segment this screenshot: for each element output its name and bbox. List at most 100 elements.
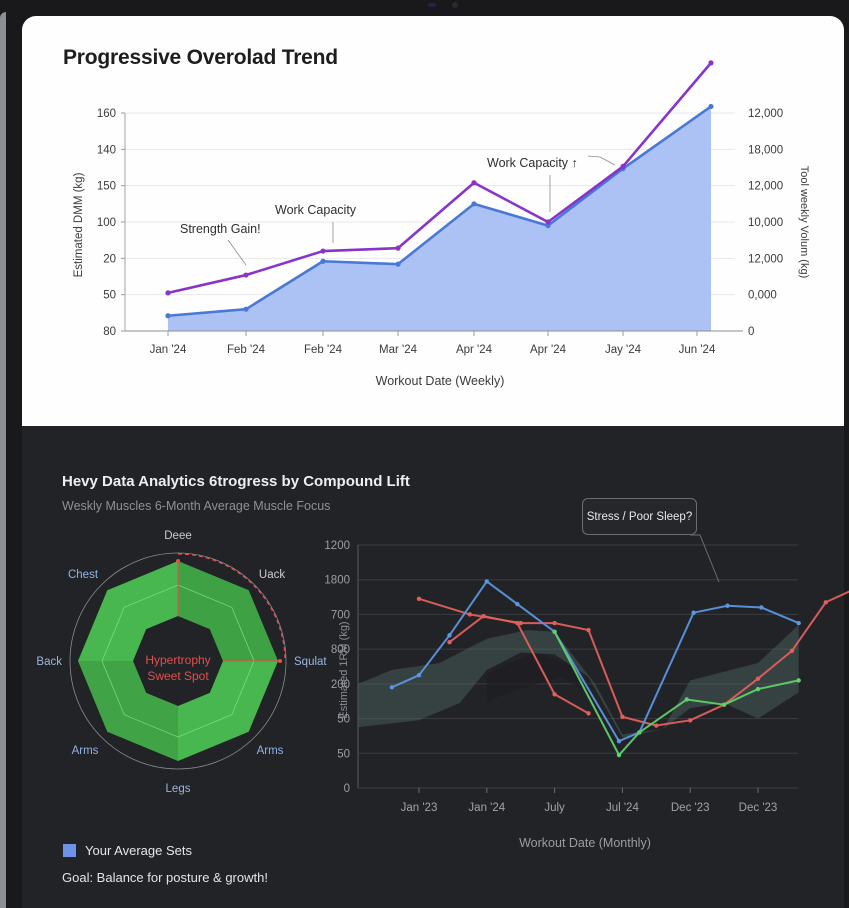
x-tick-label: Feb '24	[227, 344, 266, 356]
estimated-1rm-point	[471, 201, 477, 207]
x-tick-label: Jan '24	[150, 344, 187, 356]
series-point	[552, 629, 557, 634]
x-tick-label: Jun '24	[679, 344, 716, 356]
series-point	[654, 723, 659, 728]
y-tick-label: 0	[344, 783, 350, 795]
weekly-volume-point	[708, 60, 714, 66]
estimated-1rm-point	[545, 223, 551, 229]
y-tick-label: 50	[337, 714, 350, 726]
estimated-1rm-point	[165, 313, 171, 319]
y-tick-label: 1800	[324, 575, 350, 587]
x-tick-label: Jan '24	[468, 802, 505, 814]
line-chart-lines	[389, 534, 849, 758]
series-point	[684, 697, 690, 702]
weekly-volume-point	[165, 290, 171, 296]
series-point	[515, 620, 520, 626]
annotation-leader	[587, 155, 616, 166]
series-point	[416, 596, 422, 602]
series-point	[552, 692, 557, 697]
x-tick-label: Feb '24	[304, 344, 343, 356]
confidence-band	[357, 624, 799, 738]
radar-axis-label: Legs	[166, 783, 191, 795]
radar-dashed-arc	[177, 553, 286, 662]
y-tick-label-right: 12,000	[748, 253, 783, 265]
weekly-volume-point	[545, 219, 551, 225]
top-chart-area	[168, 106, 711, 332]
annotation-strength-gain: Strength Gain!	[180, 222, 261, 236]
series-point	[616, 738, 622, 744]
x-tick-label: Apr '24	[456, 344, 493, 356]
y-tick-label-left: 150	[97, 181, 116, 193]
analytics-subheading: Weskly Muscles 6-Month Average Muscle Fo…	[62, 499, 331, 513]
goal-text: Goal: Balance for posture & growth!	[62, 870, 268, 885]
y-tick-label-left: 80	[103, 326, 116, 338]
series-point	[688, 718, 693, 723]
series-red-a-line	[418, 590, 849, 727]
top-chart-annotations: Strength Gain! Work Capacity Work Capacity…	[180, 155, 616, 266]
radar-center-label: Hypertrophy	[145, 653, 210, 667]
analytics-heading: Hevy Data Analytics 6trogress by Compoun…	[62, 473, 410, 490]
line-chart-band	[357, 624, 799, 738]
series-point	[586, 627, 591, 633]
series-point	[389, 685, 395, 690]
line-chart-axes: 0 50 50 200 800 700 1800 1200 Jan '23 Jan '24 July…	[324, 540, 777, 814]
series-point	[416, 672, 422, 678]
camera-icon	[452, 2, 458, 8]
x-tick-label: Dec '23	[739, 802, 778, 814]
series-point	[467, 612, 473, 617]
radar-shade	[78, 661, 178, 761]
series-point	[796, 678, 801, 683]
estimated-1rm-point	[708, 103, 714, 110]
y-tick-label-left: 20	[103, 253, 116, 265]
radar-axis-label: Uack	[259, 569, 285, 581]
series-point	[823, 600, 828, 605]
radar-axis-label: Chest	[68, 569, 99, 581]
annotation-leader	[227, 239, 247, 266]
series-point	[552, 620, 557, 626]
series-point	[447, 633, 452, 638]
radar-axis-label: Arms	[72, 745, 99, 757]
y-tick-label-right: 10,000	[748, 217, 783, 229]
radar-shade	[178, 561, 278, 661]
line-y-axis-title: Estimated 1RM (kg)	[338, 621, 350, 718]
radar-center-label: Sweet Spot	[147, 669, 209, 683]
band-shadow	[486, 652, 596, 702]
series-point	[725, 603, 730, 608]
series-point	[721, 702, 727, 707]
weekly-volume-point	[243, 272, 249, 278]
stress-tooltip: Stress / Poor Sleep?	[582, 498, 697, 535]
y-tick-label: 800	[331, 644, 350, 656]
top-chart-lines	[165, 60, 714, 319]
y-tick-label: 1200	[324, 540, 350, 552]
line-x-axis-title: Workout Date (Monthly)	[519, 836, 651, 850]
y-tick-label-left: 140	[97, 144, 116, 156]
series-point	[789, 648, 795, 654]
area-fill	[168, 106, 711, 332]
y-tick-label: 200	[331, 679, 350, 691]
legend-swatch	[63, 844, 76, 857]
y-tick-label-right: 12,000	[748, 108, 783, 120]
x-tick-label: July	[544, 802, 565, 814]
series-point	[759, 605, 764, 610]
weekly-volume-line	[167, 62, 712, 295]
y-tick-label-left: 50	[103, 290, 116, 302]
series-point	[620, 714, 625, 720]
y-tick-label-left: 100	[97, 217, 116, 229]
series-point	[637, 730, 642, 735]
x-tick-label: Apr '24	[530, 344, 567, 356]
series-point	[518, 620, 523, 626]
y-tick-label-right: 0	[748, 326, 754, 338]
weekly-volume-point	[471, 180, 477, 186]
series-point	[691, 610, 696, 615]
y-tick-label: 700	[331, 609, 350, 621]
y-axis-title-right: Tool weekly Volum (kg)	[798, 166, 810, 279]
series-point	[616, 752, 622, 758]
radar-mid-ring	[101, 584, 255, 738]
annotation-work-capacity-up: Work Capacity ↑	[487, 156, 578, 170]
y-tick-label-right: 12,000	[748, 181, 783, 193]
x-tick-label: Dec '23	[671, 802, 710, 814]
legend: Your Average Sets	[63, 843, 192, 858]
sensor-icon	[428, 3, 436, 7]
estimated-1rm-point	[243, 306, 249, 312]
